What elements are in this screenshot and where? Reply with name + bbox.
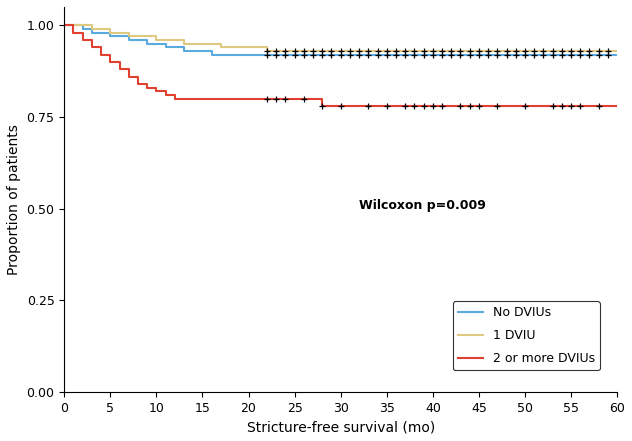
Text: Wilcoxon p=0.009: Wilcoxon p=0.009 — [359, 198, 486, 212]
Legend: No DVIUs, 1 DVIU, 2 or more DVIUs: No DVIUs, 1 DVIU, 2 or more DVIUs — [453, 301, 600, 370]
X-axis label: Stricture-free survival (mo): Stricture-free survival (mo) — [246, 420, 435, 434]
Y-axis label: Proportion of patients: Proportion of patients — [7, 124, 21, 275]
